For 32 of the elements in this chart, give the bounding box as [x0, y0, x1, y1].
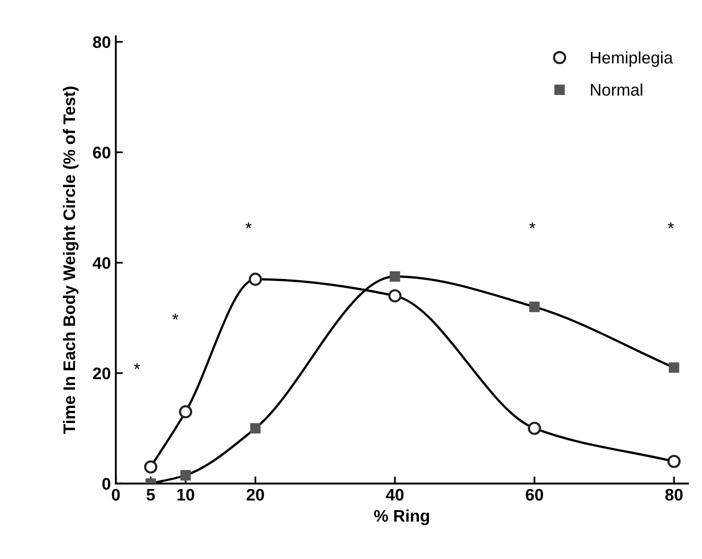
annotation: * [529, 222, 536, 228]
x-tick-label: 20 [246, 488, 264, 501]
legend-label: Normal [590, 84, 642, 96]
annotation: * [172, 314, 178, 320]
y-tick-label: 20 [93, 368, 110, 380]
x-axis-title: % Ring [374, 509, 430, 526]
point [668, 362, 680, 373]
point [529, 302, 540, 312]
x-tick-label: 0 [112, 488, 120, 501]
x-tick-label: 10 [177, 488, 194, 501]
annotation: * [134, 363, 140, 370]
x-tick-label: 40 [386, 488, 404, 501]
x-tick-label: 5 [146, 489, 155, 501]
point [180, 470, 191, 480]
point [667, 454, 681, 468]
x-tick-label: 80 [665, 488, 683, 501]
x-tick-label: 60 [526, 488, 544, 501]
point [528, 422, 542, 435]
y-tick-label: 0 [102, 478, 110, 490]
y-tick-label: 60 [93, 146, 110, 158]
legend-label: Hemiplegia [590, 51, 673, 67]
y-axis-title: Time In Each Body Weight Circle (% of Test) [62, 86, 79, 434]
point [179, 405, 192, 418]
y-tick-label: 40 [92, 257, 110, 269]
point [390, 271, 400, 282]
point [144, 460, 158, 474]
y-tick-label: 80 [92, 36, 110, 48]
point [388, 289, 402, 302]
point [250, 423, 261, 434]
annotation: * [668, 222, 674, 228]
annotation: * [246, 222, 252, 228]
point [248, 272, 262, 286]
